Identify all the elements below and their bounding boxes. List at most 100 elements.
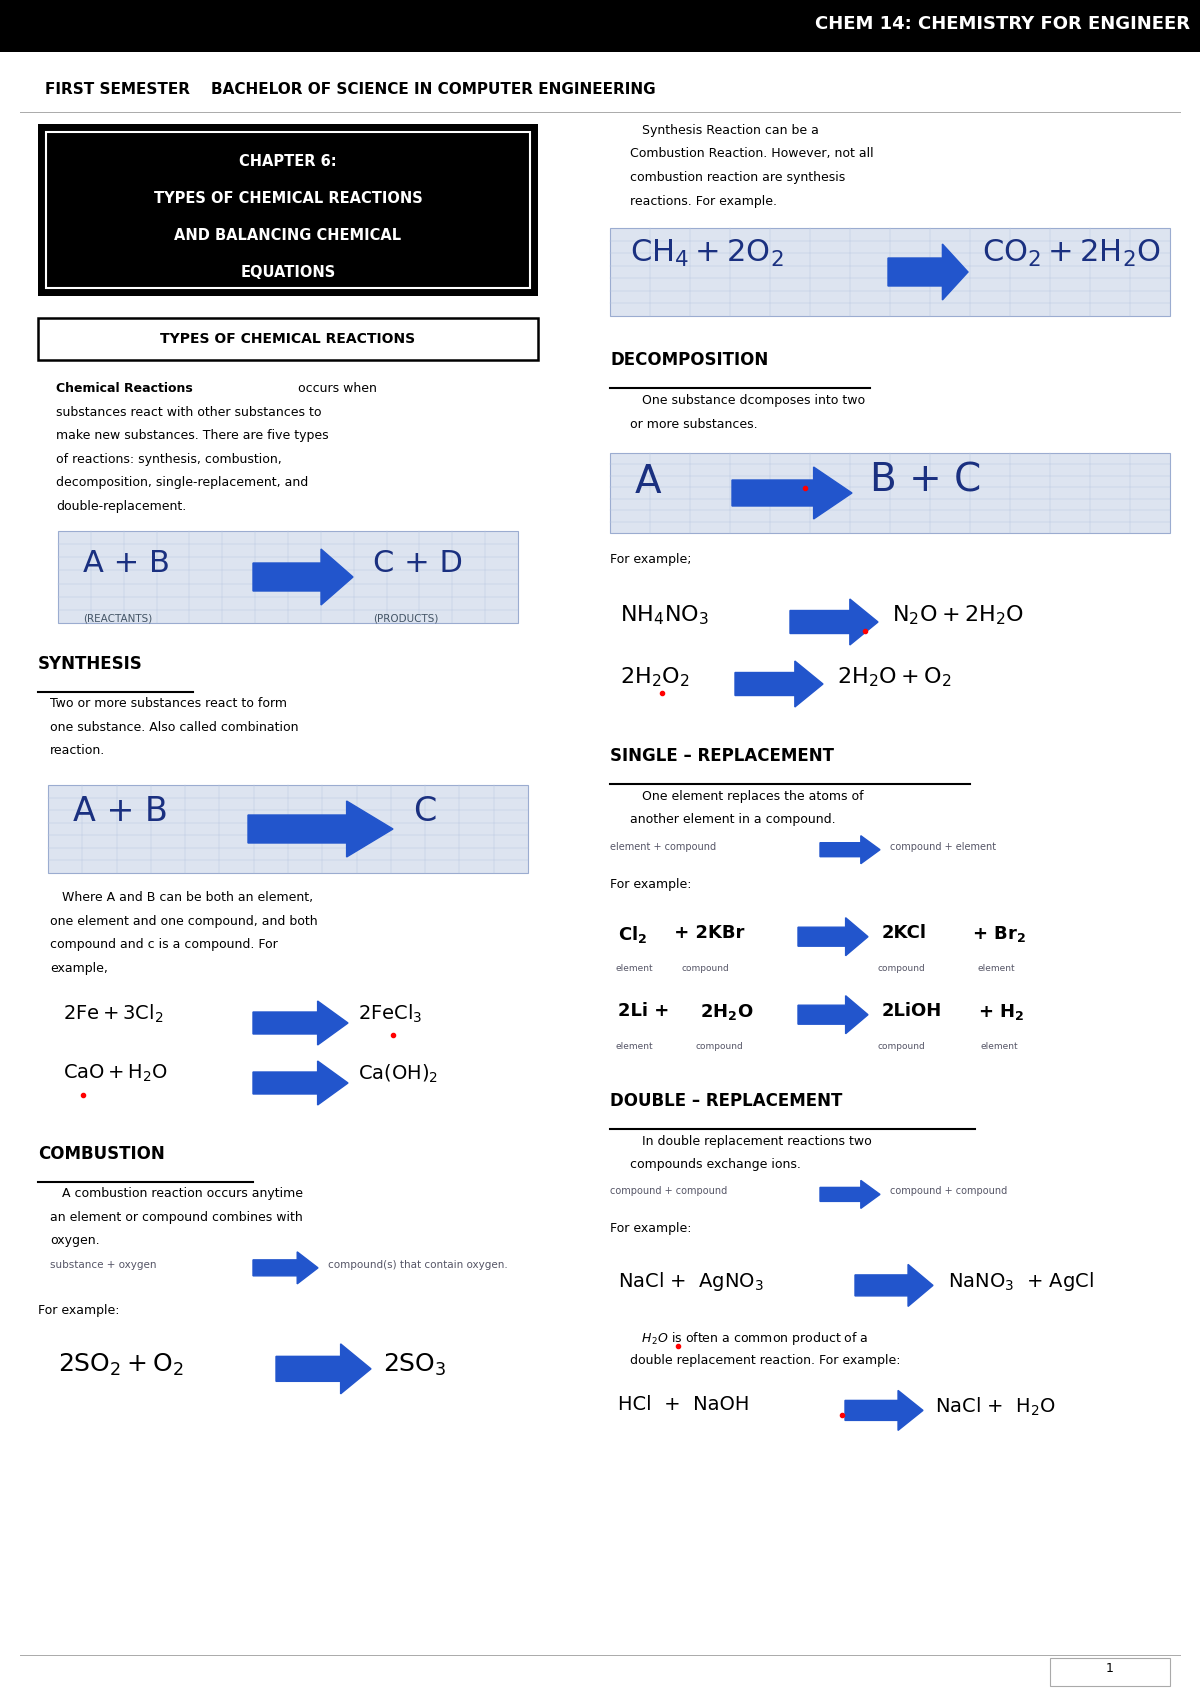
Text: NaCl +  $\mathregular{AgNO_3}$: NaCl + $\mathregular{AgNO_3}$ — [618, 1270, 764, 1293]
Polygon shape — [732, 468, 852, 519]
Polygon shape — [253, 1002, 348, 1046]
Text: (REACTANTS): (REACTANTS) — [83, 614, 152, 624]
Bar — [38, 124, 538, 297]
Text: $\mathregular{2Fe + 3Cl_2}$: $\mathregular{2Fe + 3Cl_2}$ — [64, 1003, 163, 1025]
Text: One substance dcomposes into two: One substance dcomposes into two — [630, 393, 865, 407]
Bar — [38, 319, 538, 359]
Text: oxygen.: oxygen. — [50, 1234, 100, 1248]
Text: (PRODUCTS): (PRODUCTS) — [373, 614, 438, 624]
Text: element: element — [616, 1042, 654, 1051]
Text: Where A and B can be both an element,: Where A and B can be both an element, — [50, 892, 313, 903]
Bar — [48, 785, 528, 873]
Polygon shape — [253, 549, 353, 605]
Polygon shape — [248, 802, 394, 858]
Text: $\mathregular{NH_4NO_3}$: $\mathregular{NH_4NO_3}$ — [620, 603, 709, 627]
Text: element: element — [616, 964, 654, 973]
Text: reactions. For example.: reactions. For example. — [630, 195, 778, 207]
Text: another element in a compound.: another element in a compound. — [630, 814, 835, 827]
Text: element: element — [978, 964, 1015, 973]
Bar — [610, 453, 1170, 532]
Text: or more substances.: or more substances. — [630, 417, 757, 431]
Text: occurs when: occurs when — [294, 381, 377, 395]
Polygon shape — [888, 244, 968, 300]
Text: compound + compound: compound + compound — [610, 1186, 727, 1197]
Text: $\mathregular{CO_2 + 2H_2O}$: $\mathregular{CO_2 + 2H_2O}$ — [982, 237, 1160, 270]
Text: compound + element: compound + element — [890, 842, 996, 851]
Text: SINGLE – REPLACEMENT: SINGLE – REPLACEMENT — [610, 747, 834, 764]
Text: $\mathregular{Ca(OH)_2}$: $\mathregular{Ca(OH)_2}$ — [358, 1063, 438, 1085]
Polygon shape — [734, 661, 823, 707]
Text: Synthesis Reaction can be a: Synthesis Reaction can be a — [630, 124, 818, 137]
Polygon shape — [276, 1344, 371, 1393]
Text: compounds exchange ions.: compounds exchange ions. — [630, 1158, 800, 1171]
Text: $\mathregular{2SO_3}$: $\mathregular{2SO_3}$ — [383, 1353, 446, 1378]
Text: AND BALANCING CHEMICAL: AND BALANCING CHEMICAL — [174, 229, 402, 242]
Text: make new substances. There are five types: make new substances. There are five type… — [56, 429, 329, 442]
Text: $\mathregular{N_2O + 2H_2O}$: $\mathregular{N_2O + 2H_2O}$ — [892, 603, 1024, 627]
Text: Combustion Reaction. However, not all: Combustion Reaction. However, not all — [630, 147, 874, 161]
Bar — [610, 229, 1170, 315]
Text: A + B: A + B — [83, 549, 170, 578]
Text: NaCl +  $\mathregular{H_2O}$: NaCl + $\mathregular{H_2O}$ — [935, 1395, 1056, 1417]
Text: B + C: B + C — [870, 461, 982, 498]
Polygon shape — [798, 917, 868, 956]
Text: 2LiOH: 2LiOH — [882, 1002, 942, 1020]
Text: TYPES OF CHEMICAL REACTIONS: TYPES OF CHEMICAL REACTIONS — [154, 192, 422, 207]
Polygon shape — [790, 598, 878, 646]
Text: $\mathregular{NaNO_3}$  + AgCl: $\mathregular{NaNO_3}$ + AgCl — [948, 1270, 1093, 1293]
Text: element: element — [980, 1042, 1018, 1051]
Text: For example:: For example: — [610, 878, 691, 890]
Text: DECOMPOSITION: DECOMPOSITION — [610, 351, 768, 370]
Bar — [46, 132, 530, 288]
Text: In double replacement reactions two: In double replacement reactions two — [630, 1134, 871, 1148]
Text: CHEM 14: CHEMISTRY FOR ENGINEER: CHEM 14: CHEMISTRY FOR ENGINEER — [815, 15, 1190, 32]
Text: compound: compound — [696, 1042, 744, 1051]
Text: SYNTHESIS: SYNTHESIS — [38, 654, 143, 673]
Text: C: C — [413, 795, 437, 827]
Text: element + compound: element + compound — [610, 842, 716, 851]
Text: 1: 1 — [1106, 1663, 1114, 1675]
Polygon shape — [798, 995, 868, 1034]
Text: $\it{H_2O}$ is often a common product of a: $\it{H_2O}$ is often a common product of… — [630, 1331, 869, 1348]
Text: EQUATIONS: EQUATIONS — [240, 264, 336, 280]
Text: double replacement reaction. For example:: double replacement reaction. For example… — [630, 1354, 900, 1366]
Text: 2Li +: 2Li + — [618, 1002, 670, 1020]
Text: HCl  +  NaOH: HCl + NaOH — [618, 1395, 749, 1414]
Text: compound: compound — [878, 964, 925, 973]
Text: + $\mathregular{H_2}$: + $\mathregular{H_2}$ — [978, 1002, 1025, 1022]
Text: 2KCl: 2KCl — [882, 924, 928, 942]
Text: For example;: For example; — [610, 553, 691, 566]
Text: CHAPTER 6:: CHAPTER 6: — [239, 154, 337, 170]
Text: $\mathregular{CH_4 + 2O_2}$: $\mathregular{CH_4 + 2O_2}$ — [630, 237, 784, 270]
Text: example,: example, — [50, 961, 108, 975]
Text: compound: compound — [682, 964, 730, 973]
Text: COMBUSTION: COMBUSTION — [38, 1146, 164, 1163]
Text: Two or more substances react to form: Two or more substances react to form — [50, 697, 287, 710]
Text: A: A — [635, 463, 661, 502]
Text: $\mathregular{2FeCl_3}$: $\mathregular{2FeCl_3}$ — [358, 1003, 422, 1025]
Polygon shape — [856, 1264, 934, 1307]
Text: combustion reaction are synthesis: combustion reaction are synthesis — [630, 171, 845, 185]
Bar — [0, 0, 1200, 53]
Text: FIRST SEMESTER    BACHELOR OF SCIENCE IN COMPUTER ENGINEERING: FIRST SEMESTER BACHELOR OF SCIENCE IN CO… — [46, 81, 655, 97]
Text: substances react with other substances to: substances react with other substances t… — [56, 405, 322, 419]
Text: For example:: For example: — [38, 1303, 120, 1317]
Text: $\mathregular{2H_2O + O_2}$: $\mathregular{2H_2O + O_2}$ — [836, 664, 952, 688]
Text: compound and c is a compound. For: compound and c is a compound. For — [50, 937, 277, 951]
Text: of reactions: synthesis, combustion,: of reactions: synthesis, combustion, — [56, 453, 282, 466]
Text: One element replaces the atoms of: One element replaces the atoms of — [630, 790, 864, 803]
Polygon shape — [253, 1061, 348, 1105]
Polygon shape — [845, 1390, 923, 1431]
Text: compound: compound — [878, 1042, 925, 1051]
Text: C + D: C + D — [373, 549, 463, 578]
Text: double-replacement.: double-replacement. — [56, 500, 186, 512]
Text: $\mathregular{2H_2O_2}$: $\mathregular{2H_2O_2}$ — [620, 664, 690, 688]
Text: Chemical Reactions: Chemical Reactions — [56, 381, 193, 395]
Bar — [58, 531, 518, 624]
Text: DOUBLE – REPLACEMENT: DOUBLE – REPLACEMENT — [610, 1092, 842, 1110]
Text: compound + compound: compound + compound — [890, 1186, 1007, 1197]
Text: reaction.: reaction. — [50, 744, 106, 758]
Text: one substance. Also called combination: one substance. Also called combination — [50, 720, 299, 734]
Text: $\mathregular{2SO_2 + O_2}$: $\mathregular{2SO_2 + O_2}$ — [58, 1353, 184, 1378]
Text: $\mathregular{Cl_2}$: $\mathregular{Cl_2}$ — [618, 924, 647, 944]
